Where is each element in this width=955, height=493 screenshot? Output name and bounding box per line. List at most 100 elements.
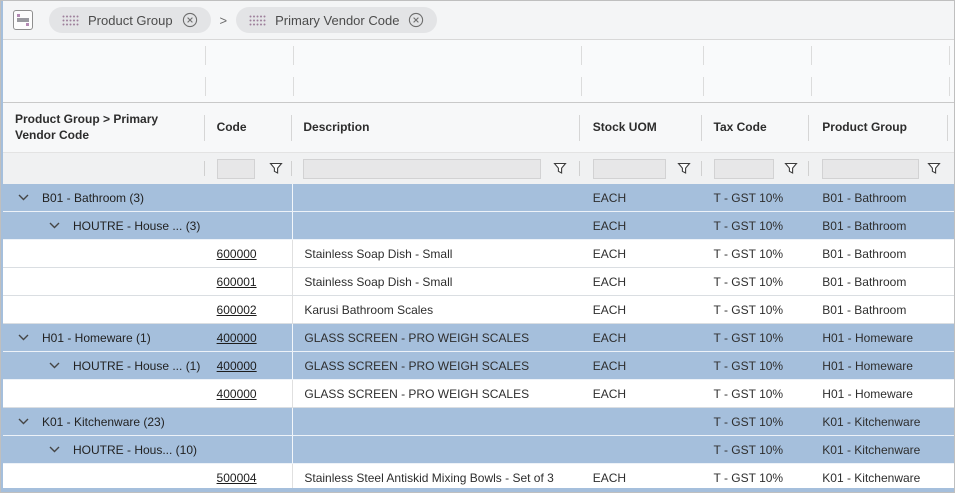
tax-code-cell: T - GST 10% xyxy=(713,414,784,429)
filter-cell-tax-code xyxy=(702,153,810,184)
drag-handle-icon[interactable] xyxy=(62,15,79,26)
stock-uom-cell xyxy=(580,408,702,435)
grid-body: B01 - Bathroom (3) EACH T - GST 10% B01 … xyxy=(1,184,954,492)
tax-code-cell: T - GST 10% xyxy=(713,302,784,317)
group-by-panel: Product Group > Primary Vendor Code xyxy=(1,1,954,40)
chevron-down-icon[interactable] xyxy=(49,362,60,369)
code-link[interactable]: 500004 xyxy=(216,470,257,485)
description-cell: Stainless Soap Dish - Small xyxy=(292,268,579,295)
group-chip-product-group[interactable]: Product Group xyxy=(49,7,211,33)
code-cell xyxy=(205,408,293,435)
code-filter-input[interactable] xyxy=(216,158,255,179)
stock-uom-cell: EACH xyxy=(592,274,627,289)
code-link[interactable]: 400000 xyxy=(216,386,257,401)
stock-uom-cell xyxy=(580,436,702,463)
remove-group-icon[interactable] xyxy=(182,12,198,28)
group-cell: K01 - Kitchenware (23) xyxy=(1,408,205,435)
code-cell: 600002 xyxy=(205,296,293,323)
filter-funnel-icon[interactable] xyxy=(676,162,691,175)
tax-code-cell: T - GST 10% xyxy=(713,358,784,373)
stock-uom-cell: EACH xyxy=(592,358,627,373)
code-link[interactable]: 600002 xyxy=(216,302,257,317)
band-header-area xyxy=(1,40,954,103)
description-cell: GLASS SCREEN - PRO WEIGH SCALES xyxy=(292,324,579,351)
tax-code-cell: T - GST 10% xyxy=(713,190,784,205)
description-cell: Stainless Steel Antiskid Mixing Bowls - … xyxy=(292,464,579,491)
code-cell: 400000 xyxy=(205,352,293,379)
filter-funnel-icon[interactable] xyxy=(784,162,798,175)
code-cell: 600001 xyxy=(205,268,293,295)
table-row[interactable]: 400000 GLASS SCREEN - PRO WEIGH SCALES E… xyxy=(1,380,954,408)
group-row[interactable]: HOUTRE - House ... (3) EACH T - GST 10% … xyxy=(1,212,954,240)
code-link[interactable]: 400000 xyxy=(216,358,257,373)
filter-funnel-icon[interactable] xyxy=(269,162,284,175)
description-cell xyxy=(292,184,579,211)
group-row[interactable]: K01 - Kitchenware (23) T - GST 10% K01 -… xyxy=(1,408,954,436)
product-group-cell: H01 - Homeware xyxy=(822,358,913,373)
tree-cell xyxy=(1,296,205,323)
code-link[interactable]: 600000 xyxy=(216,246,257,261)
product-group-cell: H01 - Homeware xyxy=(822,386,913,401)
group-cell: B01 - Bathroom (3) xyxy=(1,184,205,211)
column-header-tax-code[interactable]: Tax Code xyxy=(702,103,810,152)
remove-group-icon[interactable] xyxy=(408,12,424,28)
filter-cell-stock-uom xyxy=(580,153,702,184)
group-label: HOUTRE - House ... (1) xyxy=(73,358,201,373)
tax-code-cell: T - GST 10% xyxy=(713,386,784,401)
code-cell: 500004 xyxy=(205,464,293,491)
tree-cell xyxy=(1,240,205,267)
column-header-product-group[interactable]: Product Group xyxy=(809,103,954,152)
code-cell xyxy=(205,184,293,211)
table-row[interactable]: 600002 Karusi Bathroom Scales EACH T - G… xyxy=(1,296,954,324)
stock-uom-cell: EACH xyxy=(592,246,627,261)
stock-uom-cell: EACH xyxy=(592,470,627,485)
column-header-tree[interactable]: Product Group > Primary Vendor Code xyxy=(1,103,205,152)
description-cell: GLASS SCREEN - PRO WEIGH SCALES xyxy=(292,380,579,407)
description-filter-input[interactable] xyxy=(303,158,542,179)
table-row[interactable]: 500004 Stainless Steel Antiskid Mixing B… xyxy=(1,464,954,492)
stock-uom-cell: EACH xyxy=(592,218,627,233)
group-row[interactable]: HOUTRE - Hous... (10) T - GST 10% K01 - … xyxy=(1,436,954,464)
group-row[interactable]: H01 - Homeware (1) 400000 GLASS SCREEN -… xyxy=(1,324,954,352)
group-row[interactable]: B01 - Bathroom (3) EACH T - GST 10% B01 … xyxy=(1,184,954,212)
product-group-filter-input[interactable] xyxy=(822,158,920,179)
table-row[interactable]: 600000 Stainless Soap Dish - Small EACH … xyxy=(1,240,954,268)
group-row[interactable]: HOUTRE - House ... (1) 400000 GLASS SCRE… xyxy=(1,352,954,380)
stock-uom-cell: EACH xyxy=(592,190,627,205)
chevron-down-icon[interactable] xyxy=(18,418,29,425)
grid-options-icon[interactable] xyxy=(13,10,33,30)
description-cell xyxy=(292,436,579,463)
drag-handle-icon[interactable] xyxy=(249,15,266,26)
stock-uom-filter-input[interactable] xyxy=(592,158,666,179)
column-header-row: Product Group > Primary Vendor Code Code… xyxy=(1,103,954,153)
code-link[interactable]: 400000 xyxy=(216,330,257,345)
chevron-down-icon[interactable] xyxy=(49,446,60,453)
product-group-cell: B01 - Bathroom xyxy=(822,246,907,261)
tax-code-cell: T - GST 10% xyxy=(713,470,784,485)
column-header-code[interactable]: Code xyxy=(205,103,293,152)
group-chip-label: Primary Vendor Code xyxy=(275,12,400,28)
description-cell xyxy=(292,408,579,435)
filter-funnel-icon[interactable] xyxy=(553,162,567,175)
chevron-down-icon[interactable] xyxy=(18,194,29,201)
tax-code-filter-input[interactable] xyxy=(713,158,774,179)
product-group-cell: K01 - Kitchenware xyxy=(822,442,921,457)
chevron-down-icon[interactable] xyxy=(18,334,29,341)
product-group-cell: K01 - Kitchenware xyxy=(822,414,921,429)
next-row-partial xyxy=(1,488,954,492)
column-header-description[interactable]: Description xyxy=(292,103,580,152)
code-cell: 600000 xyxy=(205,240,293,267)
chevron-down-icon[interactable] xyxy=(49,222,60,229)
grid-left-accent-border xyxy=(1,1,3,492)
group-cell: HOUTRE - House ... (3) xyxy=(1,212,205,239)
column-header-stock-uom[interactable]: Stock UOM xyxy=(580,103,702,152)
filter-funnel-icon[interactable] xyxy=(927,162,941,175)
group-chip-primary-vendor-code[interactable]: Primary Vendor Code xyxy=(236,7,438,33)
table-row[interactable]: 600001 Stainless Soap Dish - Small EACH … xyxy=(1,268,954,296)
product-group-cell: B01 - Bathroom xyxy=(822,190,907,205)
product-group-cell: B01 - Bathroom xyxy=(822,274,907,289)
code-link[interactable]: 600001 xyxy=(216,274,257,289)
tax-code-cell: T - GST 10% xyxy=(713,274,784,289)
tree-cell xyxy=(1,464,205,491)
